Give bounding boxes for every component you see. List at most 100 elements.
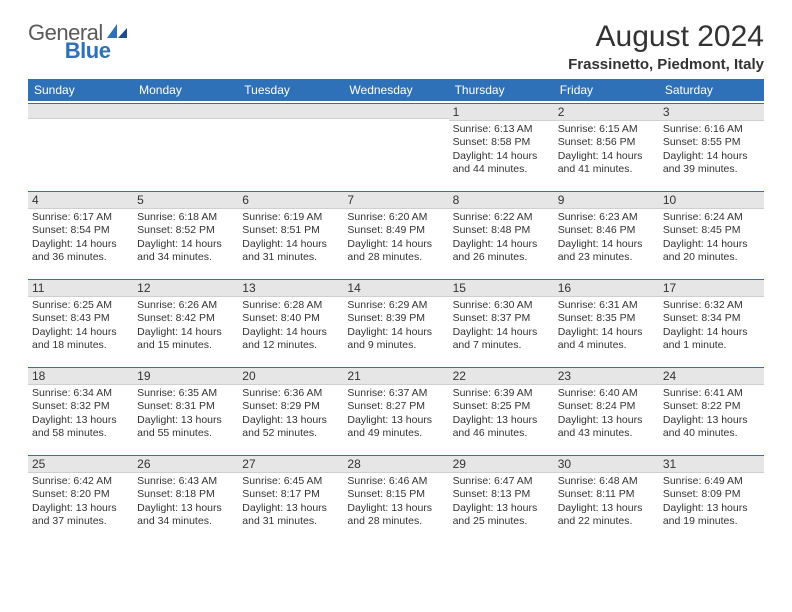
day-info: Sunrise: 6:20 AMSunset: 8:49 PMDaylight:…: [347, 211, 444, 265]
sunrise-text: Sunrise: 6:24 AM: [663, 211, 760, 224]
calendar-cell-empty: [133, 101, 238, 189]
calendar-cell: 22Sunrise: 6:39 AMSunset: 8:25 PMDayligh…: [449, 365, 554, 453]
day-info: Sunrise: 6:31 AMSunset: 8:35 PMDaylight:…: [558, 299, 655, 353]
daylight-text: Daylight: 14 hours and 28 minutes.: [347, 238, 444, 265]
calendar-cell: 20Sunrise: 6:36 AMSunset: 8:29 PMDayligh…: [238, 365, 343, 453]
daylight-text: Daylight: 14 hours and 7 minutes.: [453, 326, 550, 353]
day-info: Sunrise: 6:16 AMSunset: 8:55 PMDaylight:…: [663, 123, 760, 177]
day-number: 21: [343, 367, 448, 385]
daylight-text: Daylight: 14 hours and 41 minutes.: [558, 150, 655, 177]
sunset-text: Sunset: 8:42 PM: [137, 312, 234, 325]
calendar-cell: 19Sunrise: 6:35 AMSunset: 8:31 PMDayligh…: [133, 365, 238, 453]
day-info: Sunrise: 6:35 AMSunset: 8:31 PMDaylight:…: [137, 387, 234, 441]
sunrise-text: Sunrise: 6:47 AM: [453, 475, 550, 488]
day-number: 12: [133, 279, 238, 297]
day-info: Sunrise: 6:34 AMSunset: 8:32 PMDaylight:…: [32, 387, 129, 441]
sunset-text: Sunset: 8:09 PM: [663, 488, 760, 501]
sunrise-text: Sunrise: 6:26 AM: [137, 299, 234, 312]
day-number: 2: [554, 103, 659, 121]
day-info: Sunrise: 6:13 AMSunset: 8:58 PMDaylight:…: [453, 123, 550, 177]
daylight-text: Daylight: 14 hours and 15 minutes.: [137, 326, 234, 353]
sunrise-text: Sunrise: 6:29 AM: [347, 299, 444, 312]
day-number: 1: [449, 103, 554, 121]
daylight-text: Daylight: 13 hours and 40 minutes.: [663, 414, 760, 441]
sunset-text: Sunset: 8:46 PM: [558, 224, 655, 237]
sunset-text: Sunset: 8:34 PM: [663, 312, 760, 325]
sunrise-text: Sunrise: 6:36 AM: [242, 387, 339, 400]
calendar-cell: 14Sunrise: 6:29 AMSunset: 8:39 PMDayligh…: [343, 277, 448, 365]
daylight-text: Daylight: 14 hours and 31 minutes.: [242, 238, 339, 265]
day-number: 24: [659, 367, 764, 385]
daylight-text: Daylight: 14 hours and 26 minutes.: [453, 238, 550, 265]
logo-text-blue: Blue: [65, 38, 111, 64]
sunrise-text: Sunrise: 6:17 AM: [32, 211, 129, 224]
calendar-cell: 28Sunrise: 6:46 AMSunset: 8:15 PMDayligh…: [343, 453, 448, 541]
day-number: 27: [238, 455, 343, 473]
sunrise-text: Sunrise: 6:31 AM: [558, 299, 655, 312]
sunrise-text: Sunrise: 6:30 AM: [453, 299, 550, 312]
daylight-text: Daylight: 13 hours and 46 minutes.: [453, 414, 550, 441]
day-info: Sunrise: 6:39 AMSunset: 8:25 PMDaylight:…: [453, 387, 550, 441]
daylight-text: Daylight: 13 hours and 55 minutes.: [137, 414, 234, 441]
calendar-grid: 1 Sunrise: 6:13 AMSunset: 8:58 PMDaylight…: [28, 101, 764, 541]
calendar-cell: 5 Sunrise: 6:18 AMSunset: 8:52 PMDaylight…: [133, 189, 238, 277]
day-info: Sunrise: 6:41 AMSunset: 8:22 PMDaylight:…: [663, 387, 760, 441]
weekday-header: Saturday: [659, 79, 764, 101]
day-number: 26: [133, 455, 238, 473]
sunrise-text: Sunrise: 6:22 AM: [453, 211, 550, 224]
daylight-text: Daylight: 14 hours and 18 minutes.: [32, 326, 129, 353]
day-number: 20: [238, 367, 343, 385]
daylight-text: Daylight: 13 hours and 49 minutes.: [347, 414, 444, 441]
weekday-header: Friday: [554, 79, 659, 101]
day-info: Sunrise: 6:26 AMSunset: 8:42 PMDaylight:…: [137, 299, 234, 353]
day-number: 15: [449, 279, 554, 297]
day-number: 18: [28, 367, 133, 385]
day-info: Sunrise: 6:22 AMSunset: 8:48 PMDaylight:…: [453, 211, 550, 265]
sunrise-text: Sunrise: 6:49 AM: [663, 475, 760, 488]
day-info: Sunrise: 6:19 AMSunset: 8:51 PMDaylight:…: [242, 211, 339, 265]
weekday-header: Wednesday: [343, 79, 448, 101]
day-number: 28: [343, 455, 448, 473]
calendar-cell: 16 Sunrise: 6:31 AMSunset: 8:35 PMDayligh…: [554, 277, 659, 365]
daylight-text: Daylight: 13 hours and 58 minutes.: [32, 414, 129, 441]
sunrise-text: Sunrise: 6:16 AM: [663, 123, 760, 136]
sunrise-text: Sunrise: 6:18 AM: [137, 211, 234, 224]
sunrise-text: Sunrise: 6:20 AM: [347, 211, 444, 224]
weekday-header: Tuesday: [238, 79, 343, 101]
day-number: 3: [659, 103, 764, 121]
day-number: 23: [554, 367, 659, 385]
calendar-cell: 13Sunrise: 6:28 AMSunset: 8:40 PMDayligh…: [238, 277, 343, 365]
day-number: 16: [554, 279, 659, 297]
calendar-cell: 2 Sunrise: 6:15 AMSunset: 8:56 PMDaylight…: [554, 101, 659, 189]
calendar-cell: 7Sunrise: 6:20 AMSunset: 8:49 PMDaylight…: [343, 189, 448, 277]
sunset-text: Sunset: 8:17 PM: [242, 488, 339, 501]
sunset-text: Sunset: 8:15 PM: [347, 488, 444, 501]
sunrise-text: Sunrise: 6:40 AM: [558, 387, 655, 400]
weekday-header: Thursday: [449, 79, 554, 101]
sunrise-text: Sunrise: 6:48 AM: [558, 475, 655, 488]
daylight-text: Daylight: 13 hours and 25 minutes.: [453, 502, 550, 529]
calendar-cell: 27Sunrise: 6:45 AMSunset: 8:17 PMDayligh…: [238, 453, 343, 541]
logo: General Blue: [28, 20, 154, 46]
day-number: 5: [133, 191, 238, 209]
day-number: 17: [659, 279, 764, 297]
daylight-text: Daylight: 14 hours and 1 minute.: [663, 326, 760, 353]
calendar-cell: 10Sunrise: 6:24 AMSunset: 8:45 PMDayligh…: [659, 189, 764, 277]
calendar-cell: 29Sunrise: 6:47 AMSunset: 8:13 PMDayligh…: [449, 453, 554, 541]
day-info: Sunrise: 6:18 AMSunset: 8:52 PMDaylight:…: [137, 211, 234, 265]
daylight-text: Daylight: 14 hours and 12 minutes.: [242, 326, 339, 353]
day-info: Sunrise: 6:23 AMSunset: 8:46 PMDaylight:…: [558, 211, 655, 265]
daylight-text: Daylight: 13 hours and 37 minutes.: [32, 502, 129, 529]
weekday-header-row: Sunday Monday Tuesday Wednesday Thursday…: [28, 79, 764, 101]
calendar-cell: 23Sunrise: 6:40 AMSunset: 8:24 PMDayligh…: [554, 365, 659, 453]
day-info: Sunrise: 6:43 AMSunset: 8:18 PMDaylight:…: [137, 475, 234, 529]
daylight-text: Daylight: 13 hours and 34 minutes.: [137, 502, 234, 529]
day-info: Sunrise: 6:15 AMSunset: 8:56 PMDaylight:…: [558, 123, 655, 177]
day-number-empty: [343, 103, 448, 119]
day-number-empty: [28, 103, 133, 119]
weekday-header: Monday: [133, 79, 238, 101]
sunrise-text: Sunrise: 6:45 AM: [242, 475, 339, 488]
daylight-text: Daylight: 14 hours and 9 minutes.: [347, 326, 444, 353]
sunset-text: Sunset: 8:25 PM: [453, 400, 550, 413]
daylight-text: Daylight: 14 hours and 20 minutes.: [663, 238, 760, 265]
